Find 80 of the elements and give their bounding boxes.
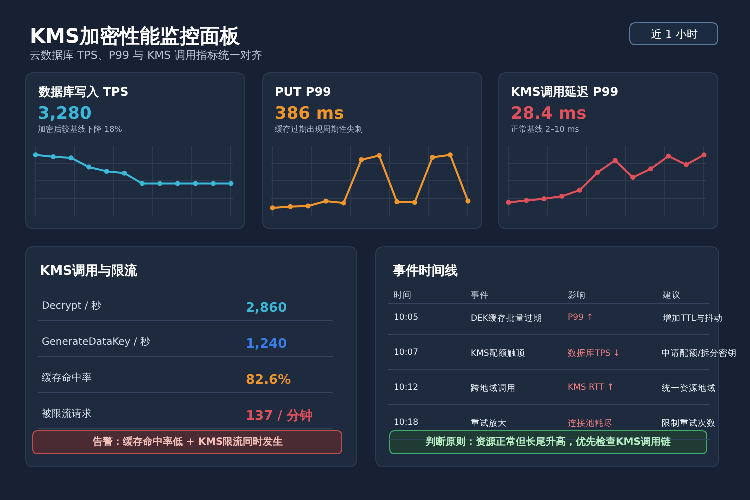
text: 缓存命中率 [42,372,92,384]
text: 建议 [662,290,681,301]
point [595,170,600,176]
point [430,155,436,160]
point [140,181,145,186]
text: 28.4 ms [511,104,587,124]
text: GenerateDataKey / 秒 [42,336,150,348]
text: KMS RTT ↑ [568,383,614,393]
text: 数据库TPS ↓ [568,348,621,359]
text: 3,280 [38,104,92,124]
point [466,198,471,204]
point [412,200,418,206]
point [666,154,672,159]
point [506,200,512,206]
point [33,152,38,158]
point [158,181,163,186]
chart-title: 数据库写入 TPS [38,85,129,99]
text: 告警：缓存命中率低 + KMS限流同时发生 [92,436,284,448]
point [394,200,400,204]
point [193,181,198,186]
text: 时间 [394,290,412,301]
text: 10:18 [394,418,418,428]
point [702,152,707,158]
text: 影响 [568,290,586,301]
text: Decrypt / 秒 [42,300,102,312]
point [560,194,565,200]
text: 137 / 分钟 [246,409,313,424]
text: 1,240 [246,337,288,352]
text: 重试放大 [471,418,507,429]
point [577,188,582,193]
text: 增加TTL与抖动 [662,313,723,324]
point [68,156,74,161]
point [324,198,329,204]
chart-subtitle: 加密后较基线下降 18% [38,125,123,134]
text: DEK缓存批量过期 [471,313,542,324]
text: 10:12 [394,383,418,393]
text: P99 ↑ [568,313,594,323]
chart-title: PUT P99 [275,85,332,99]
point [228,181,234,186]
chart-subtitle: 缓存过期出现周期性尖刺 [275,125,363,134]
text: KMS配额触顶 [471,348,526,359]
point [51,154,56,160]
text: 事件 [471,290,489,301]
text: 统一资源地域 [662,383,716,394]
text: 跨地域调用 [471,383,516,394]
text: 10:07 [394,348,418,358]
text: 事件时间线 [392,264,458,279]
point [104,169,110,174]
point [122,170,128,176]
text: 386 ms [275,104,344,124]
point [270,206,276,211]
chart-subtitle: 正常基线 2–10 ms [511,125,580,134]
point [648,166,654,172]
point [306,204,311,209]
text: 申请配额/拆分密钥 [662,348,737,359]
chart-title: KMS调用延迟 P99 [511,85,619,99]
point [341,200,346,206]
text: 判断原则：资源正常但长尾升高，优先检查KMS调用链 [425,436,672,448]
point [175,181,180,186]
text: 2,860 [246,301,288,316]
point [359,158,364,162]
point [288,204,294,210]
text: 10:05 [394,313,418,323]
text: 连接池耗尽 [568,418,613,429]
point [86,164,92,170]
point [376,153,382,158]
text: 近 1 小时 [651,28,698,41]
text: 限制重试次数 [662,418,716,429]
point [612,158,618,164]
text: 82.6% [246,373,292,388]
point [684,162,689,168]
text: KMS调用与限流 [40,263,138,279]
text: 云数据库 TPS、P99 与 KMS 调用指标统一对齐 [30,49,263,62]
text: 被限流请求 [42,408,92,420]
point [630,175,636,180]
point [448,152,453,158]
point [542,196,547,202]
point [524,198,530,204]
point [210,181,216,186]
text: KMS加密性能监控面板 [30,24,241,48]
